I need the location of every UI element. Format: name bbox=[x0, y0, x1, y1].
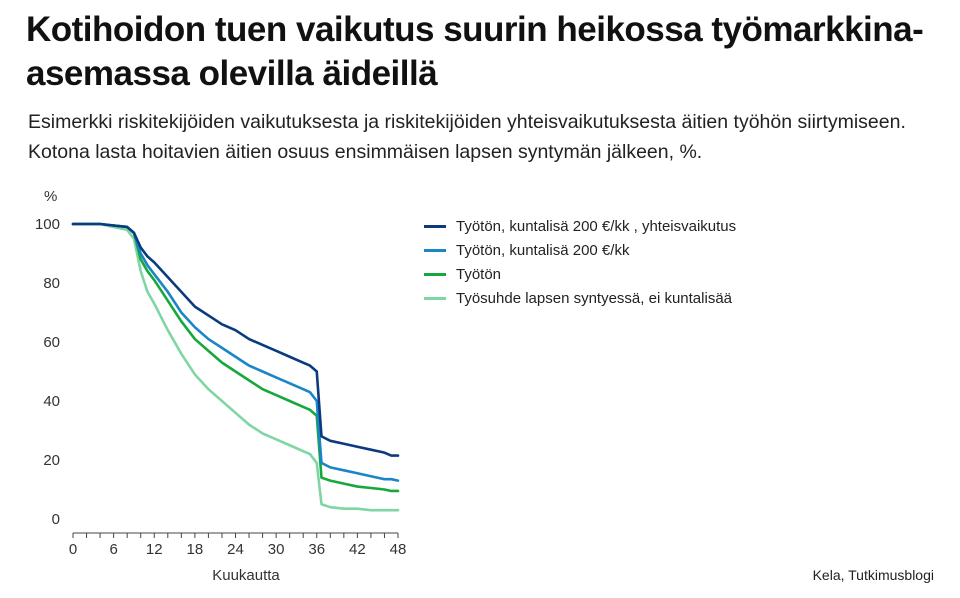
legend-item: Työsuhde lapsen syntyessä, ei kuntalisää bbox=[424, 286, 736, 310]
legend-swatch bbox=[424, 248, 446, 252]
x-tick-label: 24 bbox=[227, 541, 244, 558]
x-tick-label: 48 bbox=[390, 541, 407, 558]
x-axis: 0 6 12 18 24 30 36 42 48 bbox=[69, 532, 407, 558]
legend-label: Työsuhde lapsen syntyessä, ei kuntalisää bbox=[456, 289, 732, 307]
legend-swatch bbox=[424, 296, 446, 300]
series-lines bbox=[71, 222, 400, 512]
series-line bbox=[71, 222, 400, 457]
legend-swatch bbox=[424, 272, 446, 276]
legend-swatch bbox=[424, 224, 446, 228]
chart-title: Kotihoidon tuen vaikutus suurin heikossa… bbox=[26, 10, 924, 93]
x-tick-label: 12 bbox=[146, 541, 163, 558]
y-tick-label: 40 bbox=[43, 393, 60, 410]
y-tick-label: 100 bbox=[35, 216, 60, 233]
x-tick-label: 0 bbox=[69, 541, 77, 558]
x-tick-label: 18 bbox=[187, 541, 204, 558]
y-tick-label: 0 bbox=[52, 511, 60, 528]
legend-item: Työtön, kuntalisä 200 €/kk bbox=[424, 238, 736, 262]
legend-label: Työtön bbox=[456, 265, 502, 283]
legend-label: Työtön, kuntalisä 200 €/kk bbox=[456, 241, 630, 259]
series-line bbox=[71, 222, 400, 512]
legend-label: Työtön, kuntalisä 200 €/kk , yhteisvaiku… bbox=[456, 217, 737, 235]
source-credit: Kela, Tutkimusblogi bbox=[812, 567, 934, 583]
legend: Työtön, kuntalisä 200 €/kk , yhteisvaiku… bbox=[424, 214, 736, 310]
y-axis: 0 20 40 60 80 100 bbox=[35, 216, 60, 528]
y-tick-label: 80 bbox=[43, 275, 60, 292]
y-axis-unit: % bbox=[44, 188, 57, 205]
x-tick-label: 36 bbox=[308, 541, 325, 558]
x-tick-label: 6 bbox=[109, 541, 117, 558]
legend-item: Työtön bbox=[424, 262, 736, 286]
series-line bbox=[71, 222, 400, 482]
y-tick-label: 20 bbox=[43, 452, 60, 469]
x-tick-label: 42 bbox=[349, 541, 366, 558]
y-tick-label: 60 bbox=[43, 334, 60, 351]
x-tick-label: 30 bbox=[268, 541, 285, 558]
x-axis-title: Kuukautta bbox=[212, 567, 280, 584]
chart-subtitle: Esimerkki riskitekijöiden vaikutuksesta … bbox=[28, 111, 906, 163]
legend-item: Työtön, kuntalisä 200 €/kk , yhteisvaiku… bbox=[424, 214, 736, 238]
